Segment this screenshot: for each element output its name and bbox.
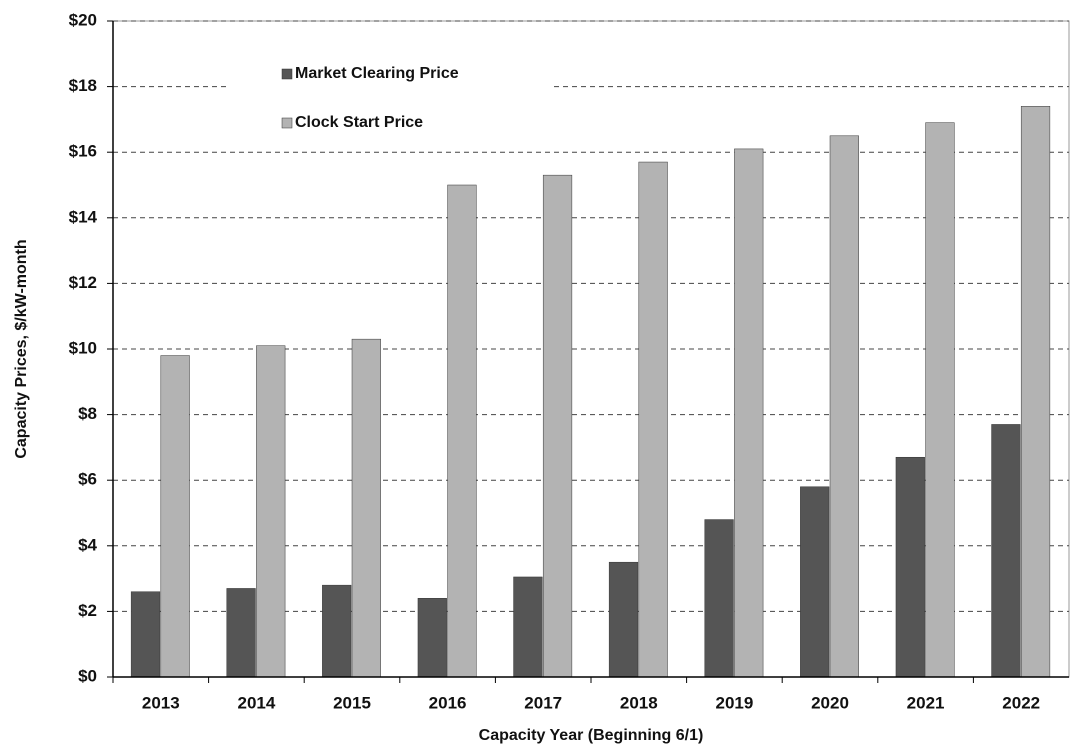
bar [925, 122, 955, 678]
bar [226, 588, 256, 678]
bar [447, 184, 477, 678]
y-tick-label: $18 [69, 76, 97, 95]
bar [417, 598, 447, 678]
legend-label: Market Clearing Price [295, 65, 459, 82]
x-tick-label: 2015 [333, 693, 371, 712]
x-axis-title: Capacity Year (Beginning 6/1) [479, 727, 704, 744]
y-tick-label: $4 [78, 535, 97, 554]
x-tick-label: 2014 [237, 693, 275, 712]
legend-swatch [281, 117, 293, 129]
legend-swatch [281, 68, 293, 80]
x-tick-label: 2019 [715, 693, 753, 712]
bar [734, 148, 764, 678]
y-tick-label: $14 [69, 207, 98, 226]
y-tick-label: $12 [69, 273, 97, 292]
bar [256, 345, 286, 678]
bar [160, 355, 190, 678]
y-tick-label: $10 [69, 338, 97, 357]
x-tick-label: 2017 [524, 693, 562, 712]
x-tick-label: 2021 [907, 693, 945, 712]
bar [895, 456, 925, 678]
y-tick-label: $6 [78, 470, 97, 489]
bar [542, 174, 573, 678]
bar [1020, 106, 1051, 678]
x-tick-label: 2016 [429, 693, 467, 712]
x-tick-label: 2020 [811, 693, 849, 712]
bar [608, 561, 639, 678]
bar [800, 486, 830, 678]
y-tick-label: $16 [69, 142, 97, 161]
x-tick-label: 2018 [620, 693, 658, 712]
bar [130, 591, 161, 678]
y-tick-label: $0 [78, 666, 97, 685]
bar [991, 424, 1021, 678]
bar [829, 135, 859, 678]
y-axis-title: Capacity Prices, $/kW-month [13, 239, 30, 458]
x-tick-label: 2013 [142, 693, 180, 712]
bar [351, 338, 381, 678]
bar [513, 576, 543, 678]
legend-label: Clock Start Price [295, 114, 423, 131]
bar [638, 161, 668, 678]
y-tick-label: $8 [78, 404, 97, 423]
y-tick-label: $20 [69, 10, 97, 29]
bar [704, 519, 734, 678]
y-tick-label: $2 [78, 601, 97, 620]
bar [322, 584, 352, 678]
x-tick-label: 2022 [1002, 693, 1040, 712]
